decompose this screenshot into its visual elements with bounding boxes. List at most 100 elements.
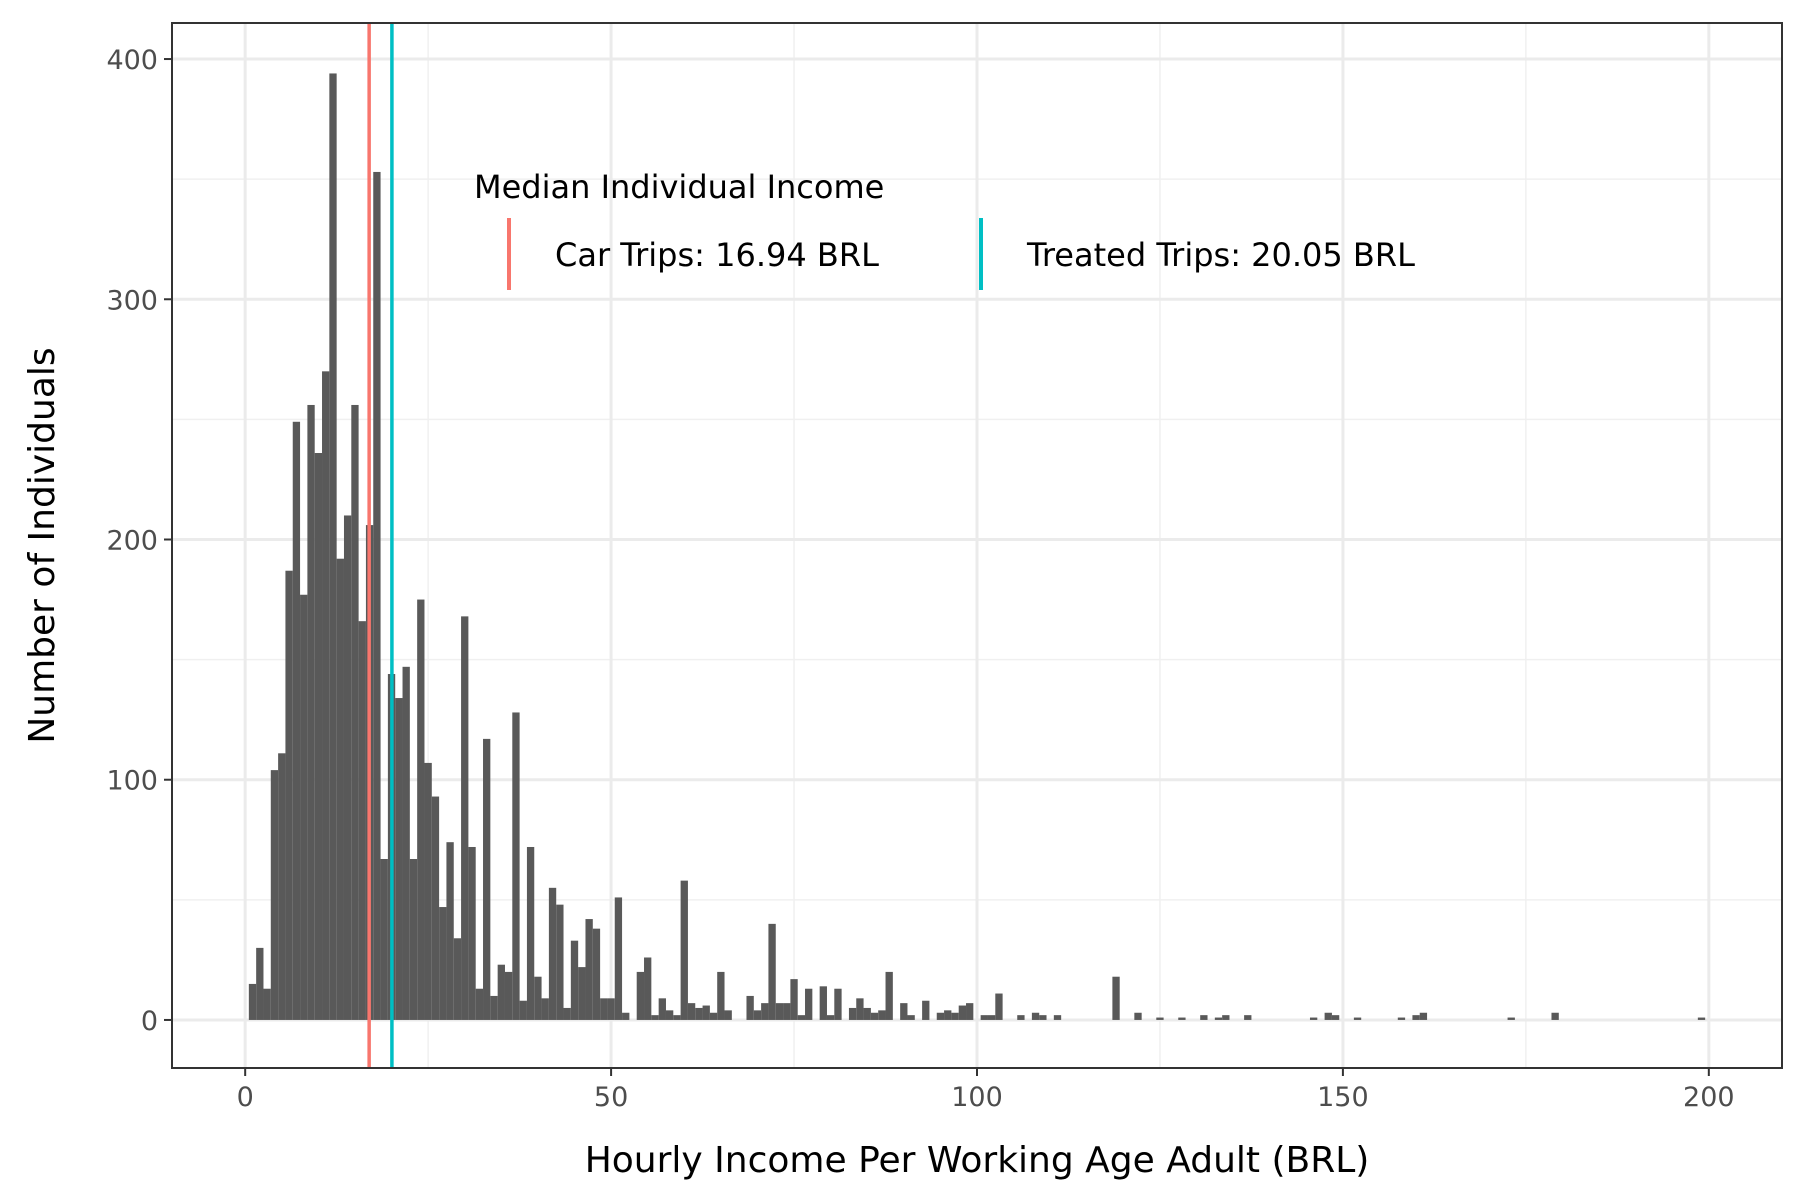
histogram-bar [1039,1015,1047,1020]
histogram-bar [439,907,447,1020]
histogram-bar [534,976,542,1020]
histogram-bar [1134,1012,1142,1020]
histogram-bar [1017,1015,1025,1020]
histogram-bar [797,1015,806,1020]
histogram-bar [453,938,462,1020]
histogram-bar [497,964,505,1020]
histogram-bar [848,1007,857,1020]
histogram-bars [248,73,1706,1020]
histogram-bar [636,971,645,1020]
y-tick-label: 400 [106,45,158,76]
histogram-bar [292,421,301,1020]
histogram-bar [724,1010,732,1020]
x-axis: 0 50 100 150 200 [237,1068,1735,1113]
histogram-bar [1112,976,1120,1020]
histogram-bar [826,1015,835,1020]
histogram-bar [936,1012,945,1020]
histogram-bar [1053,1015,1062,1020]
histogram-bar [651,1015,659,1020]
histogram-bar [878,1010,886,1020]
histogram-bar [1324,1012,1332,1020]
histogram-bar [622,1012,630,1020]
histogram-bar [687,1003,696,1020]
histogram-bar [761,1003,769,1020]
histogram-bar [248,983,257,1020]
histogram-bar [665,1010,674,1020]
histogram-bar [863,1007,871,1020]
histogram-bar [278,753,286,1020]
histogram-bar [834,988,842,1020]
histogram-bar [336,558,344,1020]
histogram-bar [1031,1012,1040,1020]
histogram-bar [819,986,827,1020]
y-tick-label: 200 [106,525,158,556]
x-tick-label: 150 [1317,1082,1369,1113]
x-tick-label: 50 [594,1082,628,1113]
legend: Median Individual Income Car Trips: 16.9… [474,168,1415,290]
histogram-bar [775,1003,784,1020]
histogram-bar [446,842,454,1020]
histogram-bar [526,846,535,1020]
histogram-bar [753,1010,762,1020]
histogram-bar [314,453,323,1020]
y-tick-label: 100 [106,766,158,797]
histogram-bar [409,859,418,1020]
histogram-bar [695,1007,703,1020]
histogram-bar [461,616,469,1020]
histogram-bar [490,995,498,1020]
histogram-bar [673,1015,681,1020]
histogram-bar [702,1005,710,1020]
x-axis-title: Hourly Income Per Working Age Adult (BRL… [585,1140,1370,1181]
histogram-bar [395,698,403,1020]
histogram-bar [1507,1017,1515,1020]
histogram-bar [980,1015,988,1020]
histogram-bar [746,995,754,1020]
histogram-bar [256,947,264,1020]
legend-title: Median Individual Income [474,168,884,206]
x-tick-label: 200 [1683,1082,1735,1113]
histogram-bar [563,1007,571,1020]
histogram-bar [783,1003,791,1020]
histogram-bar [900,1003,908,1020]
histogram-bar [483,738,491,1020]
histogram-bar [431,796,440,1020]
histogram-bar [600,998,608,1020]
histogram-bar [556,904,564,1020]
histogram-bar [1156,1017,1164,1020]
histogram-bar [907,1015,915,1020]
histogram-bar [592,928,601,1020]
histogram-bar [1551,1012,1559,1020]
y-axis-title: Number of Individuals [22,347,63,743]
histogram-bar [709,1012,718,1020]
histogram-bar [1397,1017,1406,1020]
histogram-bar [343,515,352,1020]
histogram-bar [870,1012,879,1020]
histogram-bar [1178,1017,1186,1020]
histogram-bar [548,887,557,1020]
histogram-bar [307,404,315,1020]
histogram-bar [475,988,484,1020]
histogram-bar [322,371,330,1020]
histogram-bar [285,570,293,1020]
histogram-bar [995,993,1003,1020]
histogram-bar [856,998,864,1020]
histogram-bar [329,73,337,1020]
histogram-bar [607,998,615,1020]
histogram-bar [541,998,549,1020]
histogram-bar [512,712,520,1020]
histogram-bar [717,971,725,1020]
histogram-bar [585,919,593,1020]
histogram-bar [1309,1017,1318,1020]
legend-label-treated-trips: Treated Trips: 20.05 BRL [1026,236,1415,274]
histogram-bar [504,971,513,1020]
histogram-bar [1353,1017,1362,1020]
histogram-bar [270,770,279,1020]
legend-label-car-trips: Car Trips: 16.94 BRL [555,236,879,274]
histogram-bar [373,171,381,1020]
histogram-bar [1331,1015,1340,1020]
histogram-bar [578,967,586,1020]
y-tick-label: 0 [141,1006,158,1037]
histogram-bar [380,859,388,1020]
histogram-bar [966,1003,974,1020]
